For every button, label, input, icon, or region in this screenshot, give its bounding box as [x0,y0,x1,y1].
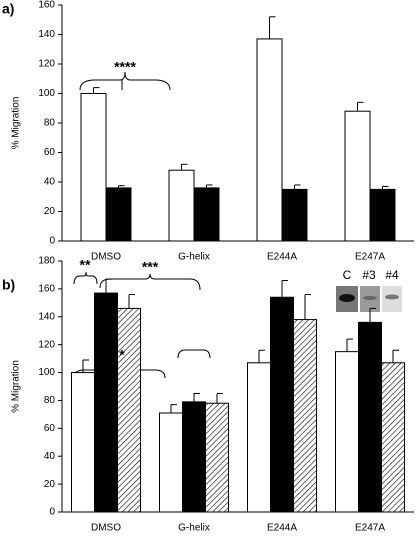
inset-label: C [343,268,352,282]
bar [270,296,294,513]
y-tick-label: 120 [38,59,55,70]
bar [105,187,132,242]
x-tick-label: E244A [267,523,297,534]
y-tick-label: 160 [38,284,55,295]
x-tick-label: E247A [355,252,385,263]
annotation: **** [114,59,136,75]
y-tick-label: 20 [44,206,56,217]
bar [71,372,95,513]
x-tick-label: E244A [267,252,297,263]
inset-label: #3 [362,268,376,282]
annotation: ** [80,257,91,273]
y-tick-label: 60 [44,147,56,158]
y-axis-label: % Migration [11,360,22,413]
bar [168,169,195,242]
bar [381,362,405,513]
panel-label: b) [2,277,15,293]
y-tick-label: 0 [49,507,55,518]
blot-band [363,296,377,300]
bar [335,351,359,513]
bar [256,38,283,242]
brace [177,349,211,359]
bar [369,188,396,242]
x-tick-label: E247A [355,523,385,534]
y-tick-label: 80 [44,395,56,406]
bar [293,319,317,513]
brace [99,273,201,291]
bar [281,188,308,242]
bar [80,93,107,242]
bar [182,401,206,513]
y-tick-label: 140 [38,311,55,322]
x-tick-label: G-helix [178,252,210,263]
blot-inset [336,286,402,312]
bar [159,412,183,513]
y-axis-label: % Migration [11,97,22,150]
x-tick-label: DMSO [91,252,121,263]
y-tick-label: 160 [38,0,55,11]
bar [344,110,371,242]
blot-band [385,294,399,300]
annotation: *** [142,259,159,275]
y-tick-label: 80 [44,118,56,129]
brace [79,71,171,91]
bar [94,292,118,513]
annotation: * [119,347,125,363]
y-tick-label: 60 [44,423,56,434]
y-tick-label: 0 [49,236,55,247]
y-tick-label: 180 [38,256,55,267]
y-tick-label: 100 [38,88,55,99]
x-tick-label: G-helix [178,523,210,534]
y-tick-label: 120 [38,339,55,350]
inset-label: #4 [385,268,399,282]
bar [117,307,141,513]
y-tick-label: 40 [44,451,56,462]
y-tick-label: 40 [44,177,56,188]
panel-label: a) [2,1,14,17]
y-tick-label: 140 [38,29,55,40]
x-tick-label: DMSO [91,523,121,534]
bar [247,362,271,513]
y-tick-label: 100 [38,367,55,378]
bar [193,187,220,242]
y-tick-label: 20 [44,479,56,490]
bar [358,321,382,513]
blot-band [339,294,355,302]
bar [205,402,229,513]
brace [73,271,98,285]
